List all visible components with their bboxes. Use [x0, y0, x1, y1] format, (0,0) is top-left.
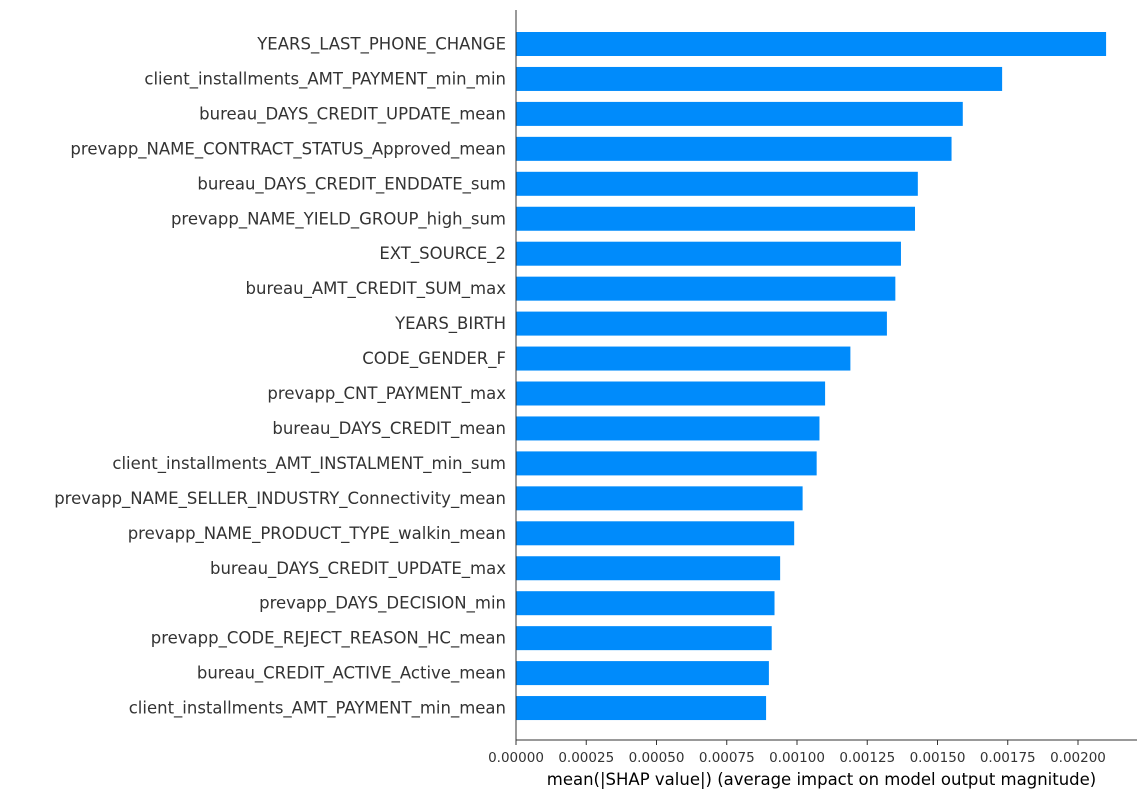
category-label: prevapp_NAME_YIELD_GROUP_high_sum [171, 209, 506, 229]
bar-11 [516, 416, 820, 441]
category-label: client_installments_AMT_PAYMENT_min_min [144, 69, 506, 89]
bar-0 [516, 32, 1107, 56]
bar-18 [516, 661, 769, 686]
bar-12 [516, 451, 817, 476]
bar-10 [516, 381, 826, 406]
x-tick-label: 0.00050 [629, 750, 685, 766]
x-tick-label: 0.00125 [839, 750, 895, 766]
bar-19 [516, 696, 767, 721]
bar-14 [516, 521, 795, 546]
category-label: prevapp_CNT_PAYMENT_max [267, 384, 506, 404]
bar-17 [516, 626, 772, 651]
bar-8 [516, 311, 887, 336]
x-ticks-group: 0.00000 0.00025 0.00050 0.00075 0.00100 0.001… [488, 740, 1106, 766]
bar-7 [516, 276, 896, 301]
category-label: prevapp_NAME_PRODUCT_TYPE_walkin_mean [128, 524, 506, 544]
category-label: EXT_SOURCE_2 [379, 244, 506, 264]
x-axis-title: mean(|SHAP value|) (average impact on mo… [547, 770, 1097, 789]
category-label: YEARS_BIRTH [394, 314, 506, 334]
bar-4 [516, 171, 918, 196]
bar-16 [516, 591, 775, 616]
category-label: bureau_DAYS_CREDIT_mean [272, 419, 506, 439]
x-tick-label: 0.00000 [488, 750, 544, 766]
category-label: client_installments_AMT_INSTALMENT_min_s… [112, 454, 506, 474]
category-label: bureau_CREDIT_ACTIVE_Active_mean [197, 664, 506, 684]
category-label: YEARS_LAST_PHONE_CHANGE [256, 35, 506, 55]
x-tick-label: 0.00025 [558, 750, 614, 766]
category-label: client_installments_AMT_PAYMENT_min_mean [129, 699, 506, 719]
category-label: prevapp_DAYS_DECISION_min [259, 594, 506, 614]
category-label: bureau_DAYS_CREDIT_UPDATE_mean [199, 104, 506, 124]
category-label: prevapp_CODE_REJECT_REASON_HC_mean [151, 629, 506, 649]
category-label: bureau_AMT_CREDIT_SUM_max [246, 279, 507, 299]
bar-2 [516, 101, 963, 126]
category-label: bureau_DAYS_CREDIT_UPDATE_max [210, 559, 506, 579]
bar-13 [516, 486, 803, 511]
category-label: prevapp_NAME_SELLER_INDUSTRY_Connectivit… [54, 489, 506, 509]
bars-group [516, 32, 1107, 721]
x-tick-label: 0.00100 [769, 750, 825, 766]
category-label: bureau_DAYS_CREDIT_ENDDATE_sum [197, 174, 506, 194]
x-tick-label: 0.00150 [910, 750, 966, 766]
category-label: prevapp_NAME_CONTRACT_STATUS_Approved_me… [70, 139, 506, 159]
bar-9 [516, 346, 851, 371]
bar-15 [516, 556, 781, 581]
category-label: CODE_GENDER_F [362, 349, 506, 369]
bar-6 [516, 241, 901, 266]
x-tick-label: 0.00175 [980, 750, 1036, 766]
bar-3 [516, 136, 952, 161]
x-tick-label: 0.00075 [699, 750, 755, 766]
category-labels-group: YEARS_LAST_PHONE_CHANGE client_installmen… [54, 35, 506, 719]
x-tick-label: 0.00200 [1050, 750, 1106, 766]
bar-1 [516, 66, 1003, 91]
bar-5 [516, 206, 916, 231]
